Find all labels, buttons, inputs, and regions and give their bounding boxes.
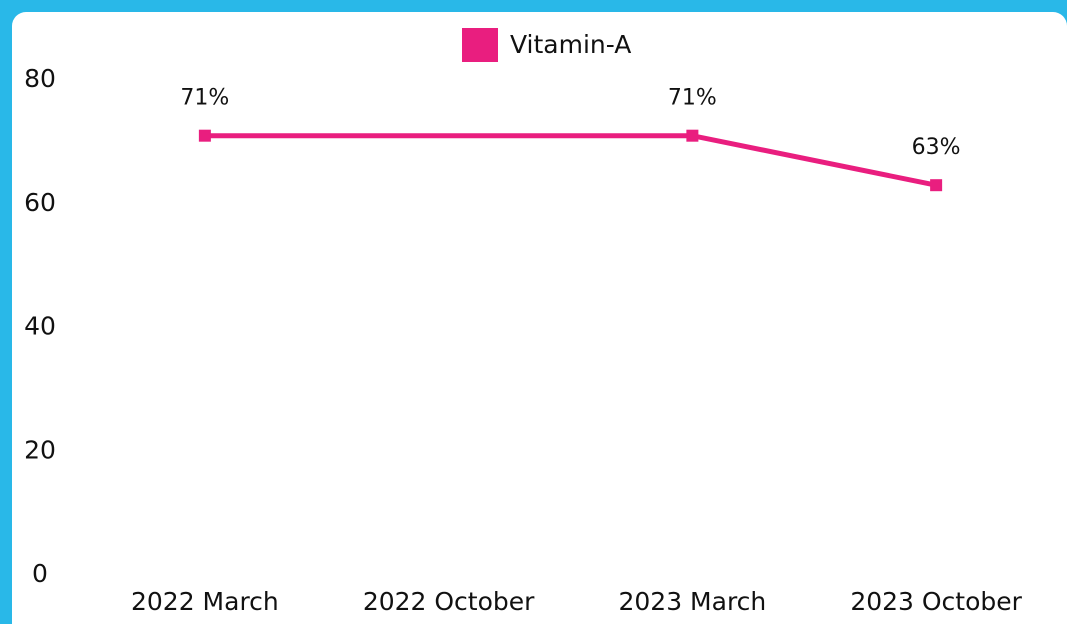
legend-label: Vitamin-A (510, 30, 631, 59)
point (686, 129, 699, 142)
legend-swatch (462, 28, 498, 62)
x-tick-label: 2022 October (363, 587, 535, 616)
value-label: 63% (912, 135, 961, 160)
chart-panel (12, 12, 1067, 624)
series-line (204, 133, 937, 188)
y-tick-label: 20 (24, 435, 56, 464)
y-tick-label: 0 (32, 559, 48, 588)
point (930, 179, 943, 192)
y-tick-label: 80 (24, 64, 56, 93)
y-tick-label: 40 (24, 312, 56, 341)
x-tick-label: 2023 October (850, 587, 1022, 616)
value-label: 71% (180, 86, 229, 111)
point (198, 129, 211, 142)
x-tick-label: 2022 March (131, 587, 279, 616)
y-tick-label: 60 (24, 188, 56, 217)
x-tick-label: 2023 March (618, 587, 766, 616)
value-label: 71% (668, 86, 717, 111)
